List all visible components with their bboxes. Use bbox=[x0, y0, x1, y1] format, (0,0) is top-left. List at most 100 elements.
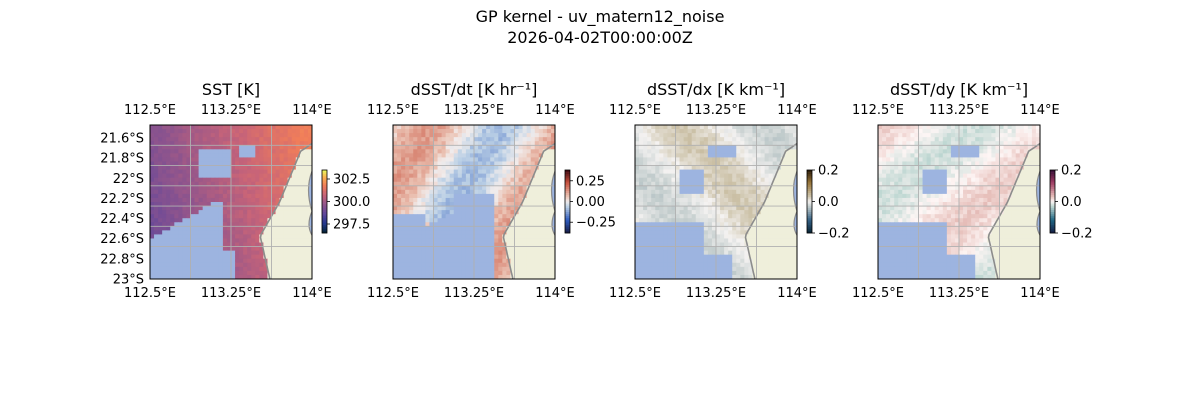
heatmap-cell bbox=[740, 137, 745, 142]
heatmap-cell bbox=[150, 157, 155, 162]
coastline bbox=[744, 142, 798, 280]
heatmap-cell bbox=[259, 250, 264, 256]
heatmap-cell bbox=[441, 165, 447, 170]
heatmap-cell bbox=[429, 141, 434, 146]
heatmap-cell bbox=[651, 189, 656, 195]
heatmap-cell bbox=[655, 202, 660, 207]
heatmap-cell bbox=[154, 193, 159, 199]
heatmap-cell bbox=[711, 242, 717, 247]
heatmap-cell bbox=[214, 238, 220, 243]
heatmap-cell bbox=[703, 242, 709, 247]
heatmap-cell bbox=[210, 218, 216, 223]
heatmap-cell bbox=[514, 173, 519, 179]
heatmap-cell bbox=[740, 141, 745, 146]
heatmap-cell bbox=[748, 153, 753, 158]
heatmap-cell bbox=[792, 165, 798, 170]
heatmap-cell bbox=[538, 137, 544, 142]
heatmap-cell bbox=[170, 238, 175, 243]
heatmap-cell bbox=[494, 222, 499, 227]
heatmap-cell bbox=[457, 250, 463, 256]
heatmap-cell bbox=[437, 125, 442, 130]
heatmap-cell bbox=[756, 197, 761, 203]
heatmap-cell bbox=[683, 206, 689, 211]
heatmap-cell bbox=[429, 125, 434, 130]
heatmap-cell bbox=[776, 169, 782, 175]
heatmap-cell bbox=[287, 254, 293, 260]
heatmap-cell bbox=[494, 141, 499, 146]
heatmap-cell bbox=[938, 149, 944, 154]
heatmap-cell bbox=[150, 214, 155, 219]
heatmap-cell bbox=[490, 177, 495, 183]
heatmap-cell bbox=[461, 226, 467, 231]
heatmap-cell bbox=[724, 173, 729, 179]
heatmap-cell bbox=[235, 161, 240, 166]
heatmap-cell bbox=[194, 254, 199, 260]
heatmap-cell bbox=[263, 193, 268, 199]
heatmap-cell bbox=[206, 218, 212, 223]
heatmap-cell bbox=[478, 226, 483, 231]
heatmap-cell bbox=[995, 149, 1000, 154]
heatmap-cell bbox=[417, 222, 422, 227]
heatmap-cell bbox=[792, 157, 798, 162]
heatmap-cell bbox=[449, 222, 455, 227]
heatmap-cell bbox=[263, 266, 268, 272]
heatmap-cell bbox=[498, 210, 503, 215]
heatmap-cell bbox=[494, 242, 499, 247]
heatmap-cell bbox=[421, 222, 426, 227]
heatmap-cell bbox=[995, 141, 1000, 146]
heatmap-cell bbox=[732, 222, 737, 227]
heatmap-cell bbox=[1011, 145, 1017, 150]
heatmap-cell bbox=[538, 210, 544, 215]
top-lon-tick-label: 113.25°E bbox=[686, 103, 746, 118]
heatmap-cell bbox=[671, 206, 676, 211]
heatmap-cell bbox=[263, 202, 268, 207]
heatmap-cell bbox=[732, 145, 737, 150]
heatmap-cell bbox=[226, 129, 232, 134]
heatmap-cell bbox=[445, 145, 451, 150]
heatmap-cell bbox=[639, 258, 644, 264]
heatmap-cell bbox=[699, 137, 705, 142]
heatmap-cell bbox=[736, 125, 741, 130]
heatmap-cell bbox=[788, 270, 794, 276]
heatmap-cell bbox=[433, 169, 438, 175]
heatmap-cell bbox=[482, 197, 487, 203]
colorbar-swatch bbox=[807, 207, 812, 211]
heatmap-cell bbox=[243, 202, 248, 207]
heatmap-cell bbox=[760, 149, 765, 154]
heatmap-cell bbox=[490, 149, 495, 154]
heatmap-cell bbox=[550, 266, 556, 272]
heatmap-cell bbox=[413, 238, 418, 243]
heatmap-cell bbox=[478, 270, 483, 276]
heatmap-cell bbox=[740, 169, 745, 175]
heatmap-cell bbox=[239, 214, 244, 219]
heatmap-cell bbox=[711, 206, 717, 211]
heatmap-cell bbox=[299, 230, 305, 235]
heatmap-cell bbox=[510, 197, 515, 203]
heatmap-cell bbox=[748, 262, 753, 268]
heatmap-cell bbox=[663, 145, 668, 150]
heatmap-cell bbox=[154, 238, 159, 243]
heatmap-cell bbox=[792, 145, 798, 150]
heatmap-cell bbox=[675, 254, 680, 260]
heatmap-cell bbox=[445, 177, 451, 183]
heatmap-cell bbox=[413, 230, 418, 235]
heatmap-cell bbox=[231, 193, 236, 199]
heatmap-cell bbox=[930, 133, 936, 138]
heatmap-cell bbox=[255, 258, 260, 264]
heatmap-cell bbox=[518, 230, 523, 235]
heatmap-cell bbox=[425, 246, 430, 252]
heatmap-cell bbox=[166, 181, 171, 187]
heatmap-cell bbox=[522, 181, 528, 187]
heatmap-cell bbox=[222, 197, 228, 203]
map-frame bbox=[149, 124, 313, 280]
heatmap-cell bbox=[433, 125, 438, 130]
heatmap-cell bbox=[198, 133, 204, 138]
heatmap-cell bbox=[506, 202, 511, 207]
heatmap-cell bbox=[425, 214, 430, 219]
heatmap-cell bbox=[635, 129, 640, 134]
heatmap-cell bbox=[222, 169, 228, 175]
heatmap-cell bbox=[413, 222, 418, 227]
heatmap-cell bbox=[263, 145, 268, 150]
heatmap-cell bbox=[760, 177, 765, 183]
heatmap-cell bbox=[518, 157, 523, 162]
